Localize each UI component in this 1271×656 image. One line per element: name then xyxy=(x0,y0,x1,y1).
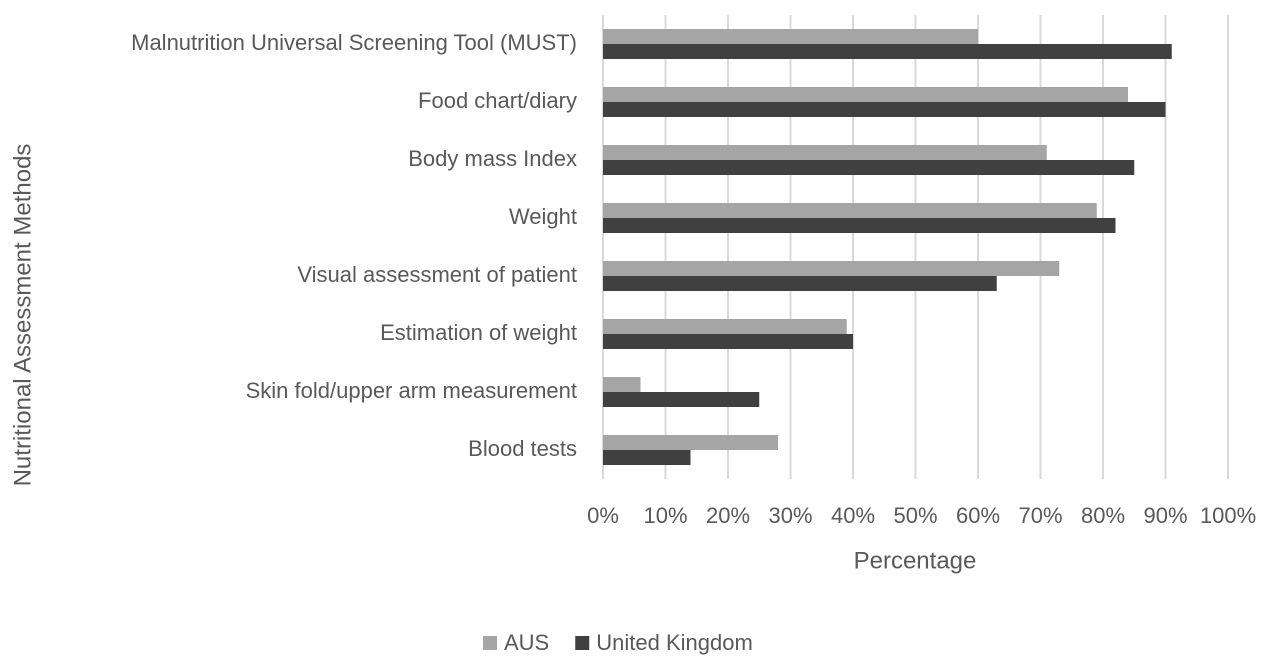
legend-label: AUS xyxy=(504,630,549,655)
x-tick-label: 0% xyxy=(587,503,619,528)
y-tick-label: Body mass Index xyxy=(408,146,577,171)
bar xyxy=(603,218,1116,233)
bar xyxy=(603,377,641,392)
bar xyxy=(603,87,1128,102)
x-tick-label: 80% xyxy=(1081,503,1125,528)
bar xyxy=(603,450,691,465)
y-tick-label: Malnutrition Universal Screening Tool (M… xyxy=(131,30,577,55)
x-tick-label: 40% xyxy=(831,503,875,528)
bar xyxy=(603,261,1060,276)
y-tick-label: Estimation of weight xyxy=(380,320,577,345)
x-tick-label: 50% xyxy=(893,503,937,528)
x-tick-label: 10% xyxy=(643,503,687,528)
bar xyxy=(603,44,1172,59)
y-tick-label: Blood tests xyxy=(468,436,577,461)
bar xyxy=(603,276,997,291)
y-tick-label: Food chart/diary xyxy=(418,88,577,113)
y-axis-title: Nutritional Assessment Methods xyxy=(9,144,36,487)
x-tick-label: 70% xyxy=(1018,503,1062,528)
legend-swatch xyxy=(575,636,590,650)
bar xyxy=(603,145,1047,160)
bar xyxy=(603,392,760,407)
bar xyxy=(603,203,1097,218)
y-tick-label: Visual assessment of patient xyxy=(297,262,577,287)
x-tick-label: 30% xyxy=(768,503,812,528)
bar xyxy=(603,334,853,349)
x-tick-label: 90% xyxy=(1143,503,1187,528)
x-tick-label: 100% xyxy=(1200,503,1256,528)
bar xyxy=(603,435,778,450)
bar xyxy=(603,29,978,44)
bar xyxy=(603,319,847,334)
legend-swatch xyxy=(483,636,497,650)
bar xyxy=(603,102,1166,117)
x-tick-label: 20% xyxy=(706,503,750,528)
x-tick-label: 60% xyxy=(956,503,1000,528)
bar xyxy=(603,160,1135,175)
x-axis-title: Percentage xyxy=(854,547,977,574)
legend-label: United Kingdom xyxy=(596,630,753,655)
y-tick-label: Weight xyxy=(509,204,577,229)
y-tick-label: Skin fold/upper arm measurement xyxy=(246,378,577,403)
